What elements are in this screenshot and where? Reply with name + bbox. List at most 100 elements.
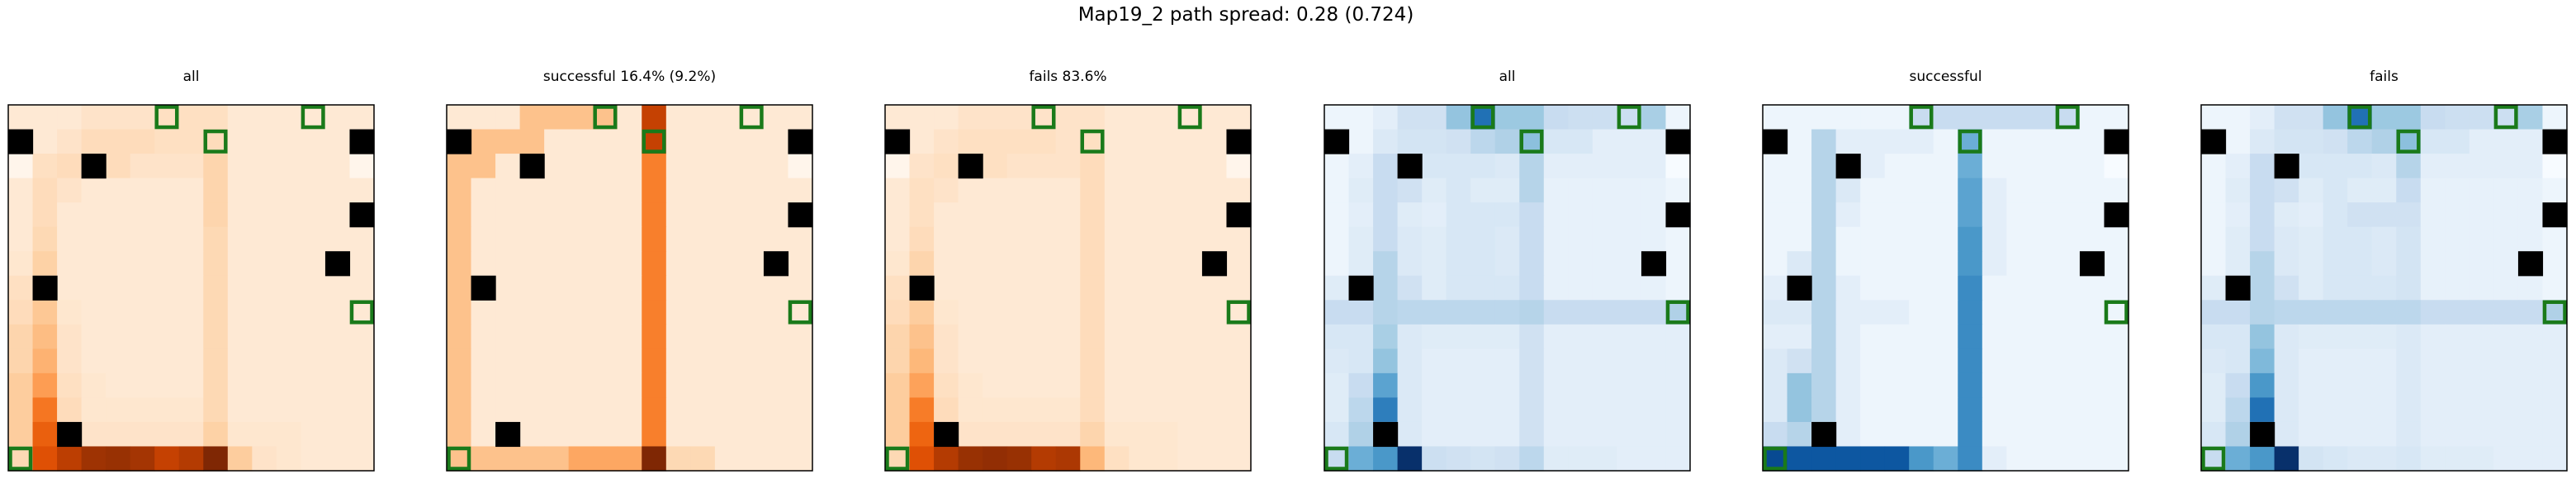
heatmap-cell [934,202,959,228]
heatmap-cell [203,178,229,203]
heatmap-cell [1201,275,1228,301]
heatmap-cell [1811,446,1837,472]
heatmap-cell [1080,154,1106,179]
heatmap-cell [2225,397,2251,423]
heatmap-cell [1470,397,1496,423]
heatmap-cell [2347,202,2373,228]
heatmap-cell [1080,397,1106,423]
heatmap-cell [1006,349,1032,374]
heatmap-cell [1080,372,1106,398]
heatmap-cell [495,129,521,154]
heatmap-cell [1641,202,1667,228]
heatmap-cell [227,300,253,325]
heatmap-cell [934,349,959,374]
heatmap-cell [8,105,34,130]
heatmap-cell [1884,275,1910,301]
heatmap-cell [763,129,789,154]
heatmap-cell [544,154,570,179]
heatmap-cell [2299,105,2324,130]
heatmap-cell [1422,275,1447,301]
heatmap-cell [958,202,983,228]
heatmap-cell [2517,275,2544,301]
heatmap-cell [1982,372,2007,398]
heatmap-cell [2517,105,2544,130]
heatmap-cell [1494,421,1520,448]
heatmap-cell [1397,275,1423,301]
heatmap-cell [2323,202,2348,228]
heatmap-cell [1884,349,1910,374]
target-marker [2104,300,2129,325]
heatmap-cell [1226,178,1252,203]
heatmap-cell [519,446,545,472]
heatmap-cell [1422,397,1447,423]
heatmap-cell [1324,397,1350,423]
heatmap-cell [1958,349,1983,374]
heatmap-cell [1006,300,1032,325]
heatmap-cell [203,251,229,277]
heatmap-cell [519,421,545,448]
heatmap-cell [32,300,58,325]
heatmap-cell [1055,446,1081,472]
heatmap-cell [2030,105,2056,130]
heatmap-cell [1982,300,2007,325]
heatmap-cell [2201,178,2227,203]
heatmap-cell [301,349,326,374]
heatmap-cell [1348,446,1374,472]
heatmap-cell [301,372,326,398]
heatmap-cell [1055,372,1081,398]
heatmap-cell [2347,251,2373,277]
heatmap-cell [2493,154,2519,179]
heatmap-cell [1446,105,1471,130]
heatmap-cell [1568,372,1593,398]
heatmap-cell [1201,178,1228,203]
heatmap-cell [252,446,277,472]
heatmap-cell [1324,372,1350,398]
heatmap-cell [106,446,131,472]
heatmap-cell [324,105,351,130]
heatmap-cell [1006,275,1032,301]
heatmap-cell [739,202,765,228]
heatmap-cell [714,129,740,154]
heatmap-cell [1763,421,1788,448]
heatmap-cell [1226,105,1252,130]
heatmap-cell [2396,275,2422,301]
heatmap-cell [1860,349,1886,374]
heatmap-cell [1909,154,1934,179]
heatmap-cell [2030,349,2056,374]
heatmap-cell [1348,397,1374,423]
heatmap-cell [1543,275,1569,301]
heatmap-cell [1641,421,1667,448]
heatmap-cell [1397,300,1423,325]
heatmap-cell [568,349,594,374]
heatmap-cell [593,349,618,374]
heatmap-cell [1958,397,1983,423]
heatmap-cell [665,421,691,448]
heatmap-cell [2055,421,2081,448]
heatmap-cell [958,372,983,398]
heatmap-cell [1006,372,1032,398]
heatmap-cell [1494,178,1520,203]
heatmap-cell [1592,154,1617,179]
heatmap-cell [665,154,691,179]
heatmap-cell [1129,178,1154,203]
heatmap-cell [1884,129,1910,154]
heatmap-cell [2371,372,2397,398]
heatmap-cell [2055,324,2081,349]
heatmap-cell [1592,300,1617,325]
heatmap-cell [2420,324,2446,349]
heatmap-cell [1787,446,1812,472]
heatmap-cell [1909,446,1934,472]
heatmap-cell [1055,105,1081,130]
heatmap-cell [1373,105,1399,130]
heatmap-cell [2250,324,2275,349]
heatmap-cell [763,372,789,398]
heatmap-cell [32,178,58,203]
heatmap-cell [1470,129,1496,154]
heatmap-cell [1811,129,1837,154]
heatmap-cell [1080,275,1106,301]
heatmap-cell [1177,129,1203,154]
heatmap-cell [1568,178,1593,203]
heatmap-cell [788,178,813,203]
heatmap-cell [2079,129,2105,154]
heatmap-cell [1153,226,1178,252]
